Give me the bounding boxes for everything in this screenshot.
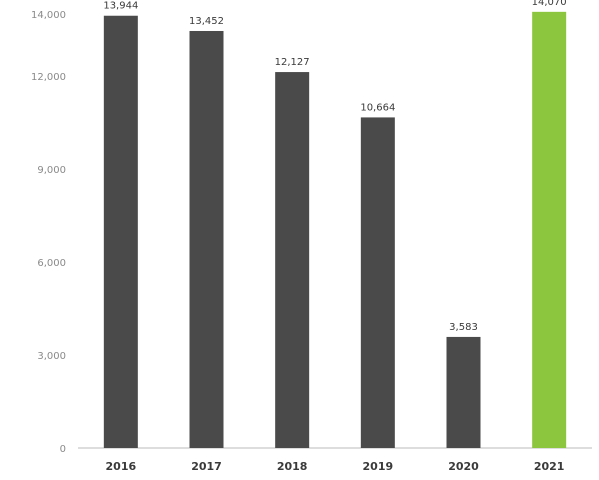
data-labels: 13,944 13,452 12,127 10,664 3,583 14,070 [103,0,566,333]
y-tick-label: 9,000 [37,165,66,176]
bars [103,11,567,449]
bar-2017 [189,30,224,448]
data-label-2017: 13,452 [189,16,224,27]
y-tick-label: 3,000 [37,351,66,362]
bar-2021 [532,11,567,449]
data-label-2018: 12,127 [275,57,310,68]
category-label-2021: 2021 [534,460,565,473]
category-label-2019: 2019 [363,460,394,473]
category-label-2018: 2018 [277,460,308,473]
data-label-2021: 14,070 [532,0,567,8]
y-axis: 0 3,000 6,000 9,000 12,000 14,000 [31,10,66,455]
y-tick-label: 14,000 [31,10,66,21]
data-label-2019: 10,664 [360,102,395,113]
data-label-2020: 3,583 [449,322,478,333]
category-label-2017: 2017 [191,460,222,473]
bar-2018 [275,72,310,449]
data-label-2016: 13,944 [103,1,138,12]
bar-2019 [360,117,395,448]
bar-2016 [103,15,138,449]
category-label-2016: 2016 [106,460,137,473]
x-axis: 2016 2017 2018 2019 2020 2021 [106,460,565,473]
y-tick-label: 12,000 [31,72,66,83]
category-label-2020: 2020 [448,460,479,473]
y-tick-label: 6,000 [37,258,66,269]
y-tick-label: 0 [60,444,66,455]
bar-2020 [446,336,481,448]
